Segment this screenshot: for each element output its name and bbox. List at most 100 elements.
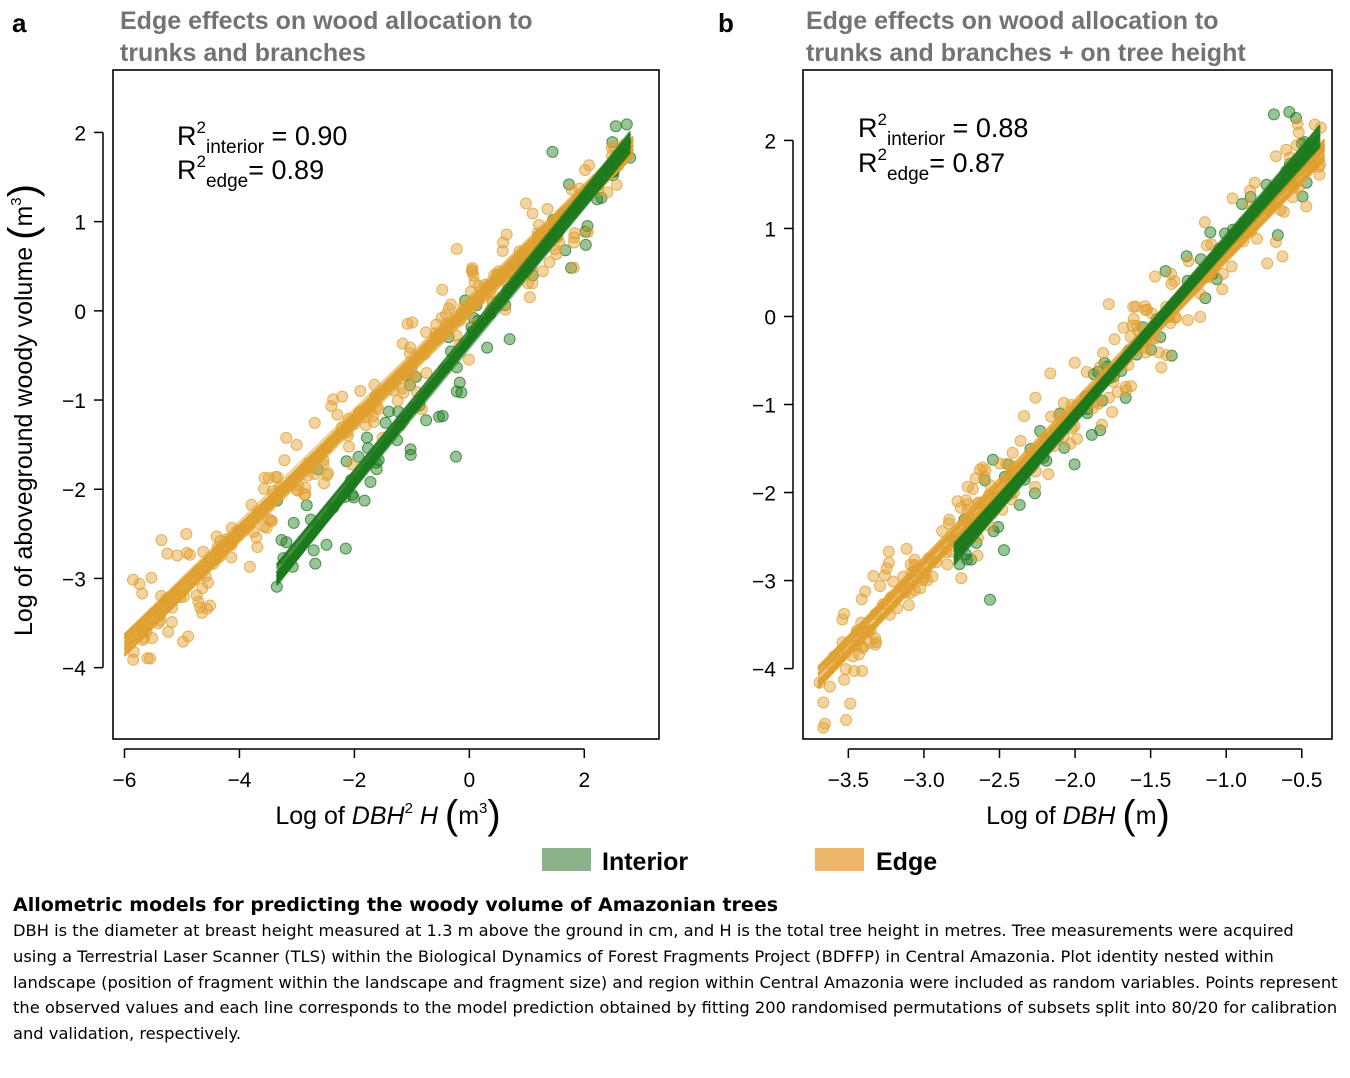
edge-point <box>251 541 264 554</box>
interior-point <box>436 410 449 423</box>
interior-point <box>579 238 592 251</box>
edge-point <box>354 384 367 397</box>
edge-point <box>155 534 168 547</box>
edge-point <box>961 480 974 493</box>
edge-point <box>942 517 955 530</box>
y-tick-label: −2 <box>752 483 776 506</box>
edge-point <box>1313 168 1326 181</box>
edge-point <box>327 393 340 406</box>
edge-point <box>161 547 174 560</box>
edge-point <box>308 416 321 429</box>
interior-point <box>546 145 559 158</box>
edge-point <box>1225 260 1238 273</box>
x-tick-label: −1.5 <box>1130 769 1171 792</box>
y-tick-label: −3 <box>62 568 86 591</box>
y-tick-label: −4 <box>752 659 776 682</box>
edge-point <box>526 277 539 290</box>
edge-point <box>568 227 581 240</box>
interior-point <box>307 544 320 557</box>
edge-point <box>1217 267 1230 280</box>
edge-point <box>1102 391 1115 404</box>
panel-b-fit-lines <box>817 124 1326 690</box>
edge-point <box>523 291 536 304</box>
edge-fit-line <box>123 142 634 649</box>
edge-point <box>1182 255 1195 268</box>
edge-point <box>250 531 263 544</box>
edge-point <box>1277 205 1290 218</box>
panel-b-r2-interior: R2interior = 0.88 <box>858 110 1028 150</box>
interior-point <box>449 450 462 463</box>
panel-a-r2-edge: R2edge= 0.89 <box>177 152 324 192</box>
panel-a-letter: a <box>12 8 27 38</box>
interior-fit-line <box>276 140 632 574</box>
interior-point <box>992 521 1005 534</box>
x-tick-label: −2 <box>342 769 366 792</box>
caption-body: DBH is the diameter at breast height mea… <box>13 921 1338 1044</box>
edge-point <box>874 580 887 593</box>
edge-point <box>468 276 481 289</box>
edge-point <box>880 562 893 575</box>
edge-point <box>1080 365 1093 378</box>
edge-point <box>1165 267 1178 280</box>
edge-point <box>466 262 479 275</box>
edge-point <box>450 242 463 255</box>
edge-point <box>838 607 851 620</box>
edge-point <box>900 542 913 555</box>
interior-point <box>300 499 313 512</box>
interior-point <box>450 385 463 398</box>
legend-label-edge: Edge <box>876 848 937 876</box>
edge-point <box>444 298 457 311</box>
y-tick-label: 2 <box>74 122 86 145</box>
edge-point <box>243 560 256 573</box>
edge-point <box>1071 432 1084 445</box>
edge-point <box>325 400 338 413</box>
interior-point <box>309 557 322 570</box>
x-tick-label: −0.5 <box>1281 769 1322 792</box>
edge-point <box>1149 270 1162 283</box>
interior-point <box>379 416 392 429</box>
edge-point <box>887 575 900 588</box>
interior-point <box>1199 292 1212 305</box>
edge-point <box>567 236 580 249</box>
edge-point <box>867 569 880 582</box>
edge-point <box>954 501 967 514</box>
edge-point <box>1152 346 1165 359</box>
edge-point <box>397 386 410 399</box>
y-tick-label: 0 <box>764 306 776 329</box>
panel-b-axes: −3.5 −3.0 −2.5 −2.0 −1.5 −1.0 −0.5 −4 −3 −2 −1 0 1 2 <box>752 130 1322 792</box>
legend-swatch-edge <box>815 848 864 871</box>
panel-a-fit-lines <box>123 130 634 658</box>
y-tick-label: −4 <box>62 658 86 681</box>
interior-point <box>360 431 373 444</box>
edge-point <box>878 569 891 582</box>
interior-point <box>420 414 433 427</box>
edge-point <box>202 576 215 589</box>
x-tick-label: 0 <box>463 769 475 792</box>
edge-point <box>1106 405 1119 418</box>
edge-point <box>818 717 831 730</box>
edge-point <box>955 572 968 585</box>
edge-point <box>1029 480 1042 493</box>
edge-point <box>902 599 915 612</box>
interior-point <box>1159 265 1172 278</box>
edge-point <box>1130 319 1143 332</box>
edge-point <box>1045 410 1058 423</box>
edge-point <box>496 245 509 258</box>
edge-point <box>1018 410 1031 423</box>
edge-point <box>852 648 865 661</box>
interior-point <box>986 453 999 466</box>
edge-point <box>1127 313 1140 326</box>
y-tick-label: 1 <box>764 218 776 241</box>
edge-point <box>1291 118 1304 131</box>
panel-b-x-axis-label: Log of DBH (m) <box>986 793 1170 837</box>
edge-point <box>526 207 539 220</box>
edge-point <box>840 714 853 727</box>
edge-point <box>971 549 984 562</box>
x-tick-label: −3.5 <box>828 769 869 792</box>
edge-point <box>321 467 334 480</box>
edge-point <box>1095 418 1108 431</box>
interior-point <box>1204 226 1217 239</box>
edge-point <box>165 615 178 628</box>
edge-point <box>1014 434 1027 447</box>
edge-point <box>941 558 954 571</box>
